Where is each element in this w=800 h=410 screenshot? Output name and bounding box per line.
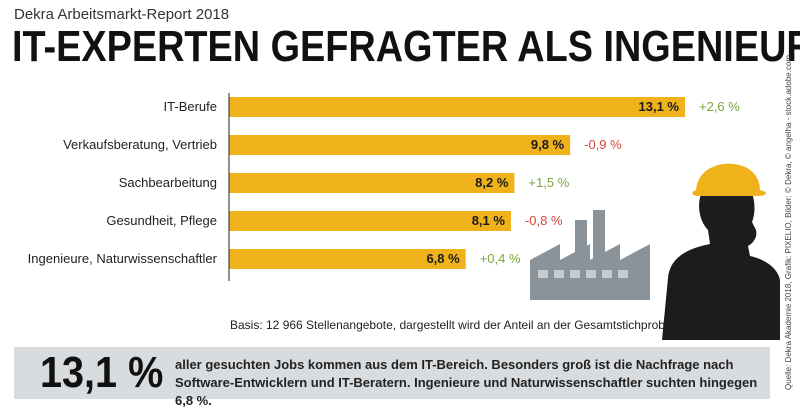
bar	[229, 173, 515, 193]
change-label: +0,4 %	[480, 251, 521, 266]
bar	[229, 211, 511, 231]
value-label: 9,8 %	[531, 137, 565, 152]
change-label: -0,8 %	[525, 213, 563, 228]
category-label: Gesundheit, Pflege	[106, 213, 217, 228]
illustration	[530, 163, 780, 340]
change-label: +1,5 %	[528, 175, 569, 190]
value-label: 8,2 %	[475, 175, 509, 190]
chart-basis-note: Basis: 12 966 Stellenangebote, dargestel…	[230, 318, 672, 332]
category-label: IT-Berufe	[164, 99, 217, 114]
category-label: Ingenieure, Naturwissenschaftler	[28, 251, 218, 266]
construction-worker-silhouette-icon	[662, 163, 780, 340]
summary-text: aller gesuchten Jobs kommen aus dem IT-B…	[175, 357, 758, 408]
category-label: Verkaufsberatung, Vertrieb	[63, 137, 217, 152]
credits-text: Quelle: Dekra Akademie 2018, Grafik: PIX…	[784, 54, 793, 390]
category-label: Sachbearbeitung	[119, 175, 217, 190]
bar	[229, 97, 685, 117]
supertitle: Dekra Arbeitsmarkt-Report 2018	[14, 6, 230, 23]
change-label: +2,6 %	[699, 99, 740, 114]
value-label: 13,1 %	[639, 99, 680, 114]
factory-icon	[530, 210, 650, 300]
summary-box	[14, 347, 770, 399]
value-label: 6,8 %	[426, 251, 460, 266]
page-title: IT-EXPERTEN GEFRAGTER ALS INGENIEURE	[12, 22, 800, 71]
change-label: -0,9 %	[584, 137, 622, 152]
summary-big-number: 13,1 %	[40, 348, 164, 397]
value-label: 8,1 %	[472, 213, 506, 228]
credits-strip: Quelle: Dekra Akademie 2018, Grafik: PIX…	[784, 55, 798, 400]
bar	[229, 249, 466, 269]
bar	[229, 135, 571, 155]
